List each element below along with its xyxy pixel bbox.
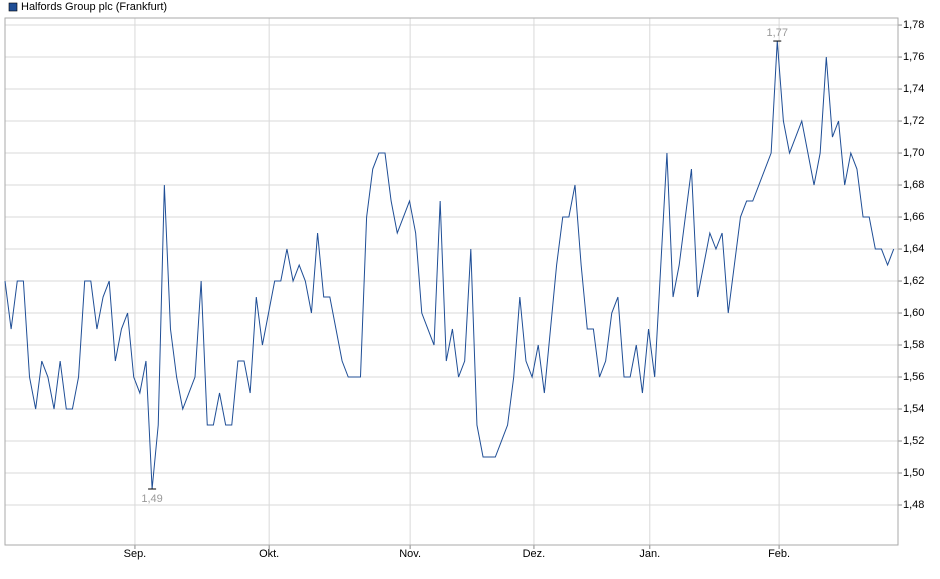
y-tick-label: 1,62 bbox=[903, 275, 924, 287]
y-tick-label: 1,58 bbox=[903, 339, 924, 351]
y-tick-label: 1,68 bbox=[903, 179, 924, 191]
y-tick-label: 1,66 bbox=[903, 211, 924, 223]
x-tick-label: Jan. bbox=[639, 548, 660, 560]
y-tick-label: 1,74 bbox=[903, 83, 924, 95]
y-tick-label: 1,72 bbox=[903, 115, 924, 127]
legend-swatch bbox=[8, 2, 18, 12]
x-tick-label: Sep. bbox=[124, 548, 147, 560]
x-tick-label: Feb. bbox=[768, 548, 790, 560]
x-tick-label: Dez. bbox=[523, 548, 546, 560]
y-tick-label: 1,52 bbox=[903, 435, 924, 447]
x-tick-label: Nov. bbox=[399, 548, 421, 560]
y-tick-label: 1,54 bbox=[903, 403, 924, 415]
series-line bbox=[4, 41, 895, 490]
annotation-label: 1,77 bbox=[767, 27, 788, 39]
y-tick-label: 1,70 bbox=[903, 147, 924, 159]
annotation-label: 1,49 bbox=[141, 493, 162, 505]
y-tick-label: 1,50 bbox=[903, 467, 924, 479]
y-tick-label: 1,56 bbox=[903, 371, 924, 383]
y-tick-label: 1,76 bbox=[903, 51, 924, 63]
legend-label: Halfords Group plc (Frankfurt) bbox=[21, 1, 167, 13]
y-tick-label: 1,48 bbox=[903, 499, 924, 511]
y-tick-label: 1,60 bbox=[903, 307, 924, 319]
y-tick-label: 1,64 bbox=[903, 243, 924, 255]
x-tick-label: Okt. bbox=[259, 548, 279, 560]
y-tick-label: 1,78 bbox=[903, 19, 924, 31]
